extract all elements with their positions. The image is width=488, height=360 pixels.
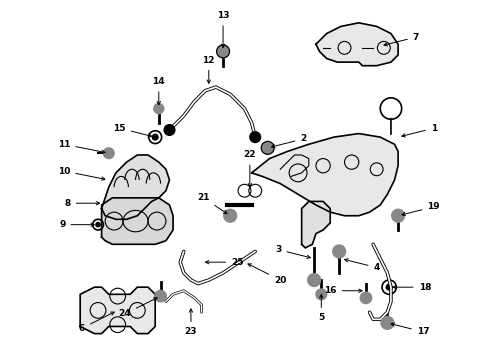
Text: 22: 22 [243, 150, 256, 187]
Text: 13: 13 [216, 11, 229, 48]
Circle shape [103, 148, 114, 158]
Text: 18: 18 [392, 283, 430, 292]
Text: 6: 6 [79, 312, 114, 333]
Circle shape [332, 245, 345, 258]
Text: 17: 17 [390, 323, 428, 336]
Circle shape [224, 209, 236, 222]
Circle shape [307, 274, 320, 287]
Text: 7: 7 [383, 33, 418, 46]
Circle shape [391, 209, 404, 222]
Circle shape [155, 291, 166, 302]
Circle shape [315, 289, 326, 300]
Circle shape [380, 316, 393, 329]
Text: 23: 23 [184, 309, 197, 336]
Text: 10: 10 [58, 167, 105, 180]
Text: 25: 25 [205, 258, 243, 267]
Text: 4: 4 [344, 259, 379, 272]
Circle shape [96, 222, 100, 227]
Text: 19: 19 [401, 202, 439, 216]
Text: 1: 1 [401, 124, 436, 137]
Text: 14: 14 [152, 77, 165, 105]
Polygon shape [80, 287, 155, 334]
Text: 21: 21 [197, 193, 226, 213]
Circle shape [216, 45, 229, 58]
Polygon shape [251, 134, 397, 216]
Circle shape [261, 141, 274, 154]
Circle shape [164, 125, 175, 135]
Text: 8: 8 [64, 199, 100, 208]
Text: 15: 15 [113, 124, 151, 137]
Text: 12: 12 [202, 56, 215, 83]
Polygon shape [102, 198, 173, 244]
Circle shape [386, 284, 391, 290]
Text: 2: 2 [271, 134, 306, 148]
Text: 16: 16 [324, 286, 361, 295]
Text: 9: 9 [59, 220, 94, 229]
Text: 3: 3 [275, 245, 310, 258]
Text: 20: 20 [247, 264, 286, 284]
Polygon shape [102, 155, 169, 219]
Circle shape [153, 104, 163, 113]
Text: 24: 24 [118, 298, 157, 319]
Circle shape [249, 132, 260, 143]
Polygon shape [315, 23, 397, 66]
Text: 5: 5 [318, 294, 324, 322]
Circle shape [152, 134, 158, 140]
Circle shape [360, 292, 371, 303]
Text: 11: 11 [58, 140, 105, 153]
Polygon shape [301, 202, 329, 248]
